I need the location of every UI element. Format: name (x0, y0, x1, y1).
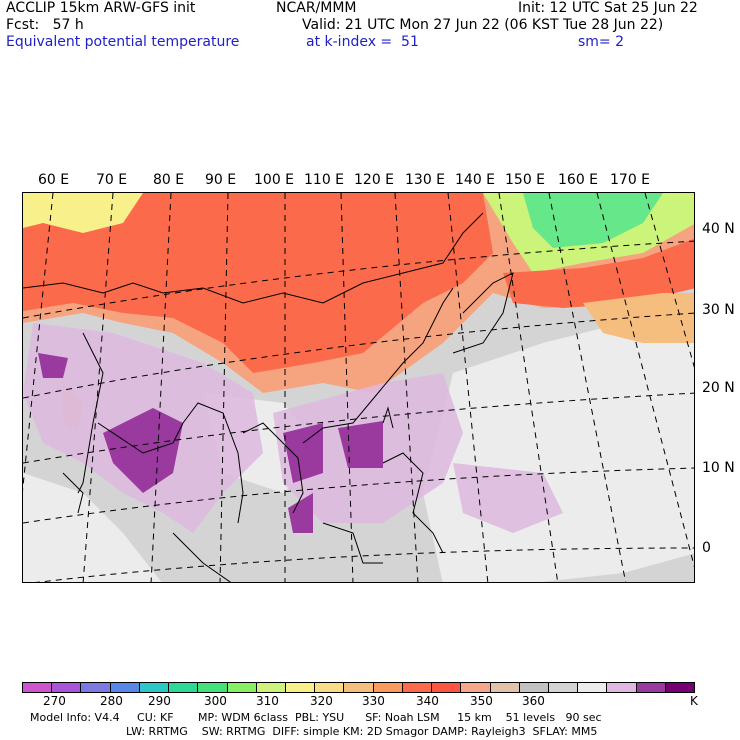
deep-purple-south-china-sea (338, 421, 383, 468)
graticule (23, 193, 694, 582)
colorbar-swatch (52, 683, 82, 692)
longitude-label: 160 E (558, 172, 599, 188)
longitude-label: 120 E (354, 172, 395, 188)
parallel-20n (23, 392, 694, 464)
parallel-30n (23, 312, 694, 399)
colorbar-swatch (432, 683, 462, 692)
latitude-label: 20 N (702, 380, 735, 396)
warm-strip-pacific (503, 238, 694, 308)
colorbar-tick-label: 290 (148, 694, 171, 708)
longitude-label: 70 E (96, 172, 128, 188)
organization-label: NCAR/MMM (276, 0, 357, 16)
colorbar-swatch (110, 683, 140, 692)
deep-purple-bay-of-bengal (103, 408, 183, 493)
colorbar-swatch (198, 683, 228, 692)
colorbar-swatch (548, 683, 579, 692)
cool-band-core (523, 193, 663, 248)
longitude-label: 100 E (254, 172, 295, 188)
tan-region-pacific (583, 293, 694, 343)
colorbar-swatch (578, 683, 608, 692)
colorbar-tick-label: 340 (416, 694, 439, 708)
coastlines (23, 212, 514, 582)
longitude-label: 110 E (304, 172, 345, 188)
colorbar (22, 682, 695, 693)
longitude-label: 60 E (38, 172, 70, 188)
colorbar-tick-label: 350 (470, 694, 493, 708)
colorbar-swatch (402, 683, 433, 692)
colorbar-tick-label: 300 (204, 694, 227, 708)
parallel-10n (23, 467, 694, 524)
latitude-label: 0 (702, 540, 711, 556)
colorbar-swatch (607, 683, 637, 692)
colorbar-swatch (344, 683, 374, 692)
colorbar-unit: K (690, 694, 698, 708)
colorbar-tick-label: 360 (522, 694, 545, 708)
colorbar-swatch (256, 683, 286, 692)
latitude-label: 40 N (702, 221, 735, 237)
colorbar-swatch (81, 683, 111, 692)
colorbar-tick-label: 330 (362, 694, 385, 708)
model-info-line2: LW: RRTMG SW: RRTMG DIFF: simple KM: 2D … (126, 725, 598, 738)
theta-e-field (23, 193, 694, 582)
colorbar-tick-label: 270 (43, 694, 66, 708)
longitude-label: 80 E (153, 172, 185, 188)
map-panel (22, 192, 695, 583)
deep-purple-indochina (283, 423, 323, 483)
yellow-patch-nw (23, 193, 143, 233)
field-name: Equivalent potential temperature (6, 34, 240, 50)
colorbar-swatch (636, 683, 666, 692)
colorbar-swatch (285, 683, 316, 692)
vertical-level: at k-index = 51 (306, 34, 419, 50)
longitude-label: 130 E (405, 172, 446, 188)
latitude-label: 30 N (702, 302, 735, 318)
longitude-label: 170 E (610, 172, 651, 188)
model-info-line1: Model Info: V4.4 CU: KF MP: WDM 6class P… (30, 711, 602, 724)
warm-band-core (23, 193, 493, 373)
parallel-40n (23, 240, 694, 319)
valid-time: Valid: 21 UTC Mon 27 Jun 22 (06 KST Tue … (302, 17, 664, 33)
init-time: Init: 12 UTC Sat 25 Jun 22 (518, 0, 698, 16)
forecast-hour: Fcst: 57 h (6, 17, 84, 33)
colorbar-swatch (227, 683, 257, 692)
colorbar-swatch (665, 683, 695, 692)
colorbar-swatch (139, 683, 170, 692)
colorbar-swatch (490, 683, 520, 692)
longitude-label: 140 E (455, 172, 496, 188)
latitude-label: 10 N (702, 460, 735, 476)
meridian-150e (548, 193, 627, 582)
model-title: ACCLIP 15km ARW-GFS init (6, 0, 196, 16)
colorbar-swatch (169, 683, 199, 692)
colorbar-swatch (373, 683, 403, 692)
colorbar-swatch (519, 683, 549, 692)
colorbar-tick-label: 280 (100, 694, 123, 708)
smoothing-label: sm= 2 (578, 34, 625, 50)
colorbar-tick-label: 320 (310, 694, 333, 708)
longitude-label: 150 E (505, 172, 546, 188)
colorbar-swatch (461, 683, 491, 692)
deep-purple-gulf-of-thailand (288, 493, 313, 533)
meridian-170e (644, 193, 694, 368)
colorbar-swatch (315, 683, 345, 692)
longitude-label: 90 E (205, 172, 237, 188)
deep-purple-arabian-sea (38, 353, 68, 378)
colorbar-tick-label: 310 (256, 694, 279, 708)
parallel-0 (35, 547, 694, 582)
colorbar-swatch (23, 683, 53, 692)
light-region-indian-ocean (23, 473, 162, 582)
